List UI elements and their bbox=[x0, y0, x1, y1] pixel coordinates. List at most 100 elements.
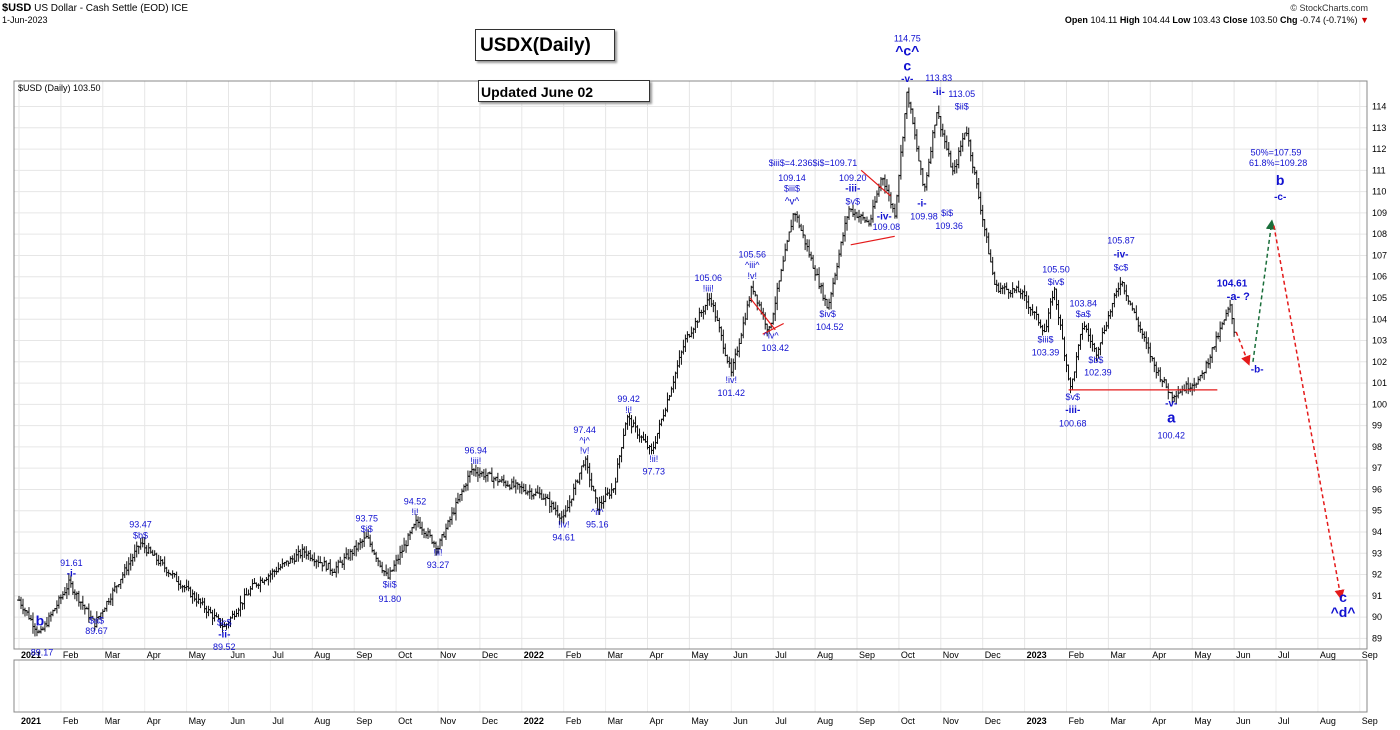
y-tick-label: 99 bbox=[1372, 421, 1382, 431]
wave-label: 95.16 bbox=[586, 520, 609, 530]
wave-label: c bbox=[903, 57, 911, 73]
wave-label: 93.75 bbox=[356, 513, 379, 523]
chart-legend: $USD (Daily) 103.50 bbox=[18, 83, 101, 93]
wave-label: -b- bbox=[1251, 364, 1264, 375]
wave-label: -iii- bbox=[1065, 405, 1080, 416]
x-tick-label: Jun bbox=[1236, 650, 1251, 660]
x-tick-label-lower: Feb bbox=[566, 716, 582, 726]
y-tick-label: 98 bbox=[1372, 442, 1382, 452]
y-tick-label: 97 bbox=[1372, 463, 1382, 473]
x-tick-label-lower: Nov bbox=[943, 716, 960, 726]
wave-label: a bbox=[1167, 409, 1176, 426]
wave-label: 97.73 bbox=[643, 467, 666, 477]
y-tick-label: 96 bbox=[1372, 484, 1382, 494]
x-tick-label: Nov bbox=[440, 650, 457, 660]
wave-label: -iv- bbox=[1113, 250, 1128, 261]
wave-label: 104.52 bbox=[816, 322, 844, 332]
x-tick-label-lower: Aug bbox=[314, 716, 330, 726]
y-tick-label: 109 bbox=[1372, 208, 1387, 218]
y-tick-label: 111 bbox=[1372, 165, 1386, 175]
projection-arrow bbox=[1273, 225, 1345, 600]
wave-label: !iii! bbox=[703, 284, 714, 294]
open-value: 104.11 bbox=[1090, 15, 1118, 25]
wave-label: 105.50 bbox=[1042, 264, 1070, 274]
x-tick-label: Jul bbox=[1278, 650, 1290, 660]
x-tick-label-lower: 2022 bbox=[524, 716, 544, 726]
wave-label: !iv! bbox=[726, 375, 738, 385]
high-label: High bbox=[1119, 15, 1140, 25]
wave-label: 109.36 bbox=[935, 221, 963, 231]
y-tick-label: 94 bbox=[1372, 527, 1382, 537]
wave-label: -c- bbox=[1274, 192, 1286, 203]
x-tick-label: Apr bbox=[147, 650, 161, 660]
close-label: Close bbox=[1222, 15, 1248, 25]
wave-label: -iii- bbox=[845, 184, 860, 195]
x-tick-label-lower: Aug bbox=[1320, 716, 1336, 726]
x-tick-label: Sep bbox=[1362, 650, 1378, 660]
wave-label: -v- bbox=[1165, 398, 1177, 409]
wave-label: -ii- bbox=[218, 629, 230, 640]
close-value: 103.50 bbox=[1249, 15, 1278, 25]
wave-label: ^ii^ bbox=[591, 507, 604, 517]
wave-annotations: b89.1791.61-i-$a$89.6793.47$b$$c$-ii-89.… bbox=[31, 34, 1356, 658]
wave-label: $a$ bbox=[89, 615, 104, 625]
y-tick-label: 90 bbox=[1372, 612, 1382, 622]
y-tick-label: 102 bbox=[1372, 357, 1387, 367]
wave-label: 100.68 bbox=[1059, 419, 1087, 429]
x-tick-label: 2023 bbox=[1027, 650, 1047, 660]
x-tick-label: Feb bbox=[1069, 650, 1085, 660]
x-tick-label: May bbox=[189, 650, 207, 660]
x-tick-label-lower: Jul bbox=[1278, 716, 1290, 726]
x-tick-label: Jun bbox=[231, 650, 246, 660]
x-tick-label-lower: May bbox=[1194, 716, 1212, 726]
wave-label: 97.44 bbox=[573, 425, 596, 435]
open-label: Open bbox=[1064, 15, 1088, 25]
wave-label: 109.98 bbox=[910, 211, 938, 221]
y-tick-label: 91 bbox=[1372, 591, 1382, 601]
x-tick-label: 2021 bbox=[21, 650, 41, 660]
x-tick-label-lower: Jun bbox=[231, 716, 246, 726]
wave-label: 105.06 bbox=[694, 273, 722, 283]
wave-label: b bbox=[1276, 172, 1285, 188]
trend-lines bbox=[749, 169, 1218, 391]
wave-label: 93.47 bbox=[129, 520, 152, 530]
wave-label: 113.05 bbox=[948, 89, 975, 99]
y-tick-label: 114 bbox=[1372, 102, 1386, 112]
y-axis: 89 90 91 92 93 94 95 96 97 98 99 100 101 102 103 104 105… bbox=[1372, 102, 1387, 644]
wave-label: $v$ bbox=[1066, 392, 1081, 402]
wave-label: 93.27 bbox=[427, 560, 450, 570]
x-tick-label-lower: Jun bbox=[733, 716, 748, 726]
wave-label: $iii$=4.236$i$=109.71 bbox=[769, 158, 858, 168]
x-tick-label-lower: Apr bbox=[1152, 716, 1166, 726]
plot-frame bbox=[13, 80, 1368, 650]
wave-label: 105.56 bbox=[738, 250, 766, 260]
x-tick-label: Aug bbox=[1320, 650, 1336, 660]
x-tick-label-lower: Jun bbox=[1236, 716, 1251, 726]
y-tick-label: 105 bbox=[1372, 293, 1387, 303]
wave-label: $c$ bbox=[217, 618, 232, 628]
wave-label: 104.61 bbox=[1217, 278, 1248, 289]
x-tick-label: Apr bbox=[650, 650, 664, 660]
symbol: $USD bbox=[2, 2, 32, 14]
projection-arrow bbox=[1235, 331, 1251, 366]
wave-label: 103.42 bbox=[762, 343, 790, 353]
x-tick-label-lower: Sep bbox=[859, 716, 875, 726]
wave-label: !ii! bbox=[649, 454, 658, 464]
wave-label: $iii$ bbox=[1038, 335, 1054, 345]
wave-label: 94.52 bbox=[404, 496, 427, 506]
x-tick-label: Nov bbox=[943, 650, 960, 660]
x-tick-label: Jul bbox=[775, 650, 787, 660]
wave-label: ^c^ bbox=[895, 42, 919, 58]
wave-label: 103.84 bbox=[1069, 298, 1097, 308]
wave-label: 99.42 bbox=[617, 394, 640, 404]
x-tick-label-lower: Nov bbox=[440, 716, 457, 726]
x-axis: 2021 Feb Mar Apr May Jun Jul Aug Sep Oct Nov Dec 202… bbox=[21, 650, 1378, 660]
projection-arrow bbox=[1252, 219, 1276, 362]
trend-line bbox=[762, 322, 784, 335]
wave-label: $ii$ bbox=[955, 102, 969, 112]
symbol-line: $USD US Dollar - Cash Settle (EOD) ICE bbox=[2, 2, 188, 15]
y-tick-label: 113 bbox=[1372, 123, 1386, 133]
wave-label: 109.14 bbox=[778, 173, 806, 183]
x-tick-label-lower: Oct bbox=[398, 716, 413, 726]
